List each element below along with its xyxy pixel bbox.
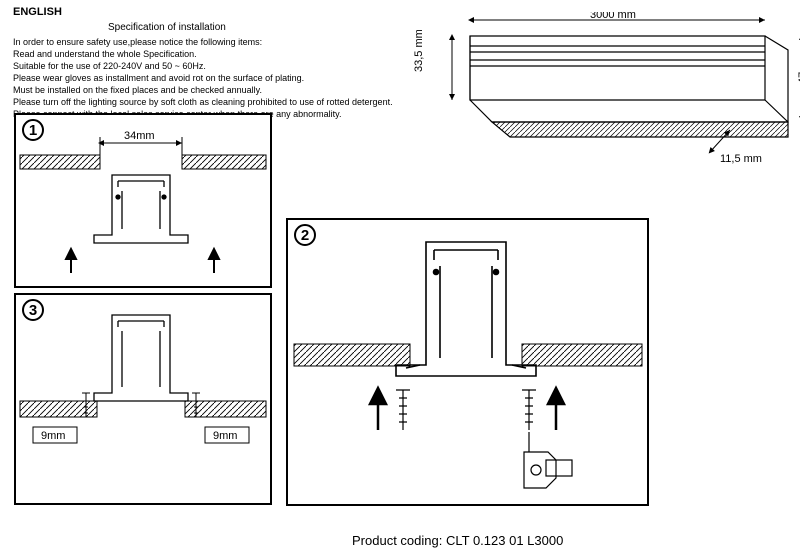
spec-line: Must be installed on the fixed places an…	[13, 84, 393, 96]
spec-line: Read and understand the whole Specificat…	[13, 48, 393, 60]
dim-depth: 11,5 mm	[720, 153, 762, 165]
step-3-number: 3	[22, 299, 44, 321]
language-label: ENGLISH	[13, 6, 62, 18]
dim-gap-top: 34mm	[124, 130, 155, 142]
install-step-3-panel: 3 9mm 9mm	[14, 293, 272, 505]
dim-gap-right: 9mm	[213, 430, 237, 442]
step-1-number: 1	[22, 119, 44, 141]
install-step-2-panel: 2	[286, 218, 649, 506]
install-step-1-panel: 1 34mm	[14, 113, 272, 288]
step-2-number: 2	[294, 224, 316, 246]
spec-line: Suitable for the use of 220-240V and 50 …	[13, 60, 393, 72]
dim-length-label: 3000 mm 33,5 mm 47 mm 11,5 mm	[410, 12, 800, 202]
dim-gap-left: 9mm	[41, 430, 65, 442]
spec-line: Please wear gloves as installment and av…	[13, 72, 393, 84]
dim-body-height: 33,5 mm	[413, 29, 425, 72]
spec-line: Please turn off the lighting source by s…	[13, 96, 393, 108]
dim-length: 3000 mm	[590, 12, 636, 21]
product-coding: Product coding: CLT 0.123 01 L3000	[352, 533, 563, 548]
spec-line: In order to ensure safety use,please not…	[13, 36, 393, 48]
spec-title: Specification of installation	[108, 22, 226, 33]
spec-text: In order to ensure safety use,please not…	[13, 36, 393, 120]
